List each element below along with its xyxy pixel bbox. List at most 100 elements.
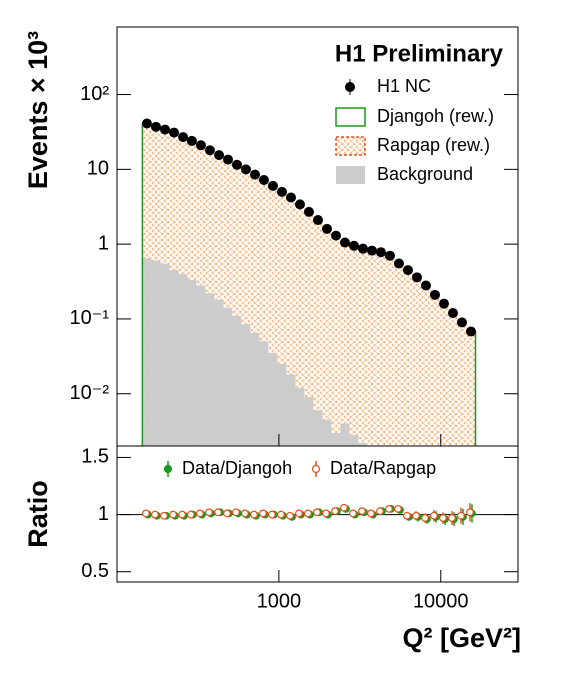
background-bin	[250, 332, 260, 446]
data-point	[195, 140, 206, 151]
data-point	[312, 215, 323, 226]
mc-bin	[268, 185, 278, 446]
mc-bin	[349, 245, 359, 446]
ratio-point	[385, 504, 393, 513]
background-bin	[223, 307, 233, 446]
ratio-point	[349, 509, 357, 518]
mc-bin	[259, 180, 269, 447]
data-point	[285, 192, 296, 203]
x-tick-label: 1000	[257, 590, 302, 612]
y-tick-label: 0.5	[81, 560, 109, 582]
mc-bin	[313, 220, 323, 446]
data-point	[178, 132, 189, 143]
data-point	[321, 223, 332, 234]
data-point	[447, 308, 458, 319]
legend-label: Background	[377, 164, 473, 184]
legend-symbol	[335, 107, 366, 127]
mc-bin	[304, 211, 314, 446]
mc-bin	[376, 252, 386, 446]
ratio-point	[466, 508, 474, 517]
mc-bin	[466, 331, 476, 446]
background-bin	[322, 419, 332, 446]
ratio-point	[205, 508, 213, 517]
background-bin	[358, 442, 368, 446]
ratio-point	[439, 514, 447, 522]
mc-bin	[295, 204, 305, 446]
x-tick-label: 10000	[413, 590, 469, 612]
data-point	[141, 118, 152, 129]
background-bin	[241, 324, 251, 446]
mc-bin	[223, 159, 233, 447]
mc-bin	[439, 303, 449, 446]
background-bin	[313, 410, 323, 446]
mc-bin	[322, 228, 332, 446]
data-point	[258, 175, 269, 186]
data-point	[420, 280, 431, 291]
background-bin	[340, 423, 350, 446]
ratio-point	[160, 511, 168, 520]
data-point	[276, 186, 287, 197]
data-point	[223, 154, 234, 165]
data-point	[465, 326, 476, 337]
mc-bin	[331, 235, 341, 446]
data-point	[330, 230, 341, 241]
data-point	[438, 298, 449, 309]
data-point	[214, 150, 225, 161]
data-point	[160, 124, 171, 135]
ratio-point	[412, 511, 420, 520]
background-bin	[196, 285, 206, 446]
background-bin	[268, 353, 278, 446]
background-bin	[304, 397, 314, 446]
data-point	[267, 180, 278, 191]
ratio-point	[268, 510, 276, 519]
background-bin	[214, 299, 224, 446]
data-point	[402, 265, 413, 276]
legend-symbol	[336, 166, 365, 184]
data-point	[231, 159, 242, 170]
data-point	[150, 121, 161, 132]
mc-bin	[358, 248, 368, 446]
ratio-point	[394, 504, 402, 513]
ratio-point	[358, 507, 366, 516]
ratio-point	[313, 508, 321, 517]
mc-bin	[340, 242, 350, 446]
y-tick-label: 1.5	[81, 446, 109, 468]
background-bin	[232, 315, 242, 446]
ratio-point	[151, 510, 159, 519]
ratio-point	[169, 510, 177, 519]
legend-symbol	[163, 464, 173, 474]
data-point	[204, 145, 215, 156]
ratio-point	[304, 509, 312, 518]
data-point	[186, 135, 197, 146]
background-bin	[142, 258, 152, 446]
mc-bin	[250, 174, 260, 446]
mc-bin	[448, 313, 458, 446]
ratio-point	[340, 503, 348, 512]
mc-bin	[241, 169, 251, 447]
data-point	[339, 237, 350, 248]
mc-bin	[277, 191, 287, 446]
background-bin	[286, 374, 296, 446]
y-tick-label: 1	[98, 503, 109, 525]
ratio-axis-label: Ratio	[23, 480, 53, 548]
y-tick-label: 1	[98, 232, 109, 254]
background-bin	[187, 280, 197, 446]
ratio-point	[367, 509, 375, 518]
ratio-point	[250, 510, 258, 519]
mc-bin	[421, 285, 431, 446]
legend-label: Rapgap (rew.)	[377, 135, 490, 155]
ratio-point	[286, 511, 294, 520]
data-point	[375, 247, 386, 258]
data-point	[169, 127, 180, 138]
x-axis-label: Q² [GeV²]	[403, 623, 522, 653]
legend-symbol	[311, 464, 321, 474]
background-bin	[160, 263, 170, 446]
ratio-point	[196, 509, 204, 518]
y-tick-label: 10	[87, 158, 109, 180]
data-point	[250, 169, 261, 180]
legend-symbol	[335, 136, 366, 156]
ratio-point	[457, 511, 465, 520]
mc-bin	[286, 197, 296, 446]
chart-title: H1 Preliminary	[335, 40, 504, 67]
